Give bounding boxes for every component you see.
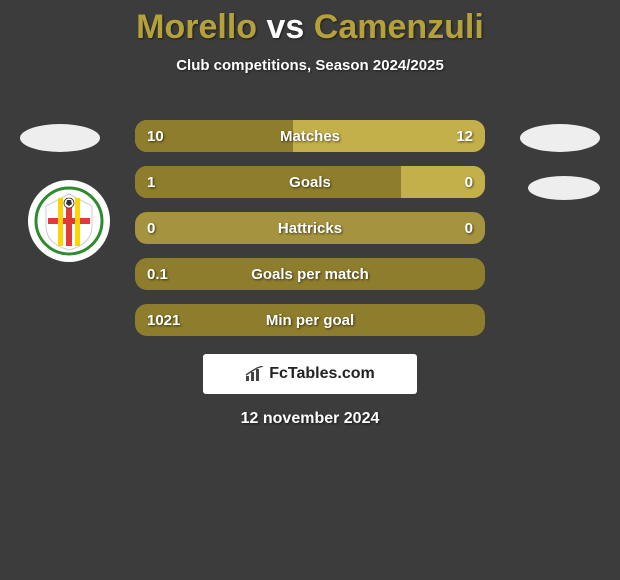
bar-value-left: 10 [147,120,164,152]
bar-left-fill [135,166,401,198]
stat-row-goals: Goals10 [135,166,485,198]
bar-value-left: 1 [147,166,155,198]
bar-value-right: 0 [465,166,473,198]
shield-icon [34,186,104,256]
flag-left [20,124,100,152]
date-text: 12 november 2024 [0,410,620,428]
subtitle: Club competitions, Season 2024/2025 [0,57,620,74]
stat-row-matches: Matches1012 [135,120,485,152]
flag-right-bottom [528,176,600,200]
bar-value-left: 0 [147,212,155,244]
stat-row-min-per-goal: Min per goal1021 [135,304,485,336]
watermark: FcTables.com [203,354,417,394]
bar-chart-icon [245,366,265,382]
bar-left-fill [135,258,485,290]
page-title: Morello vs Camenzuli [0,0,620,47]
bar-value-right: 0 [465,212,473,244]
bar-left-fill [135,304,485,336]
bar-value-right: 12 [456,120,473,152]
club-badge-left [28,180,110,262]
title-player1: Morello [136,8,257,46]
bar-value-left: 1021 [147,304,180,336]
bar-value-left: 0.1 [147,258,168,290]
title-vs: vs [257,8,314,46]
comparison-bars: Matches1012Goals10Hattricks00Goals per m… [135,120,485,350]
title-player2: Camenzuli [314,8,484,46]
stat-row-goals-per-match: Goals per match0.1 [135,258,485,290]
stat-row-hattricks: Hattricks00 [135,212,485,244]
watermark-text: FcTables.com [269,365,375,383]
flag-right-top [520,124,600,152]
